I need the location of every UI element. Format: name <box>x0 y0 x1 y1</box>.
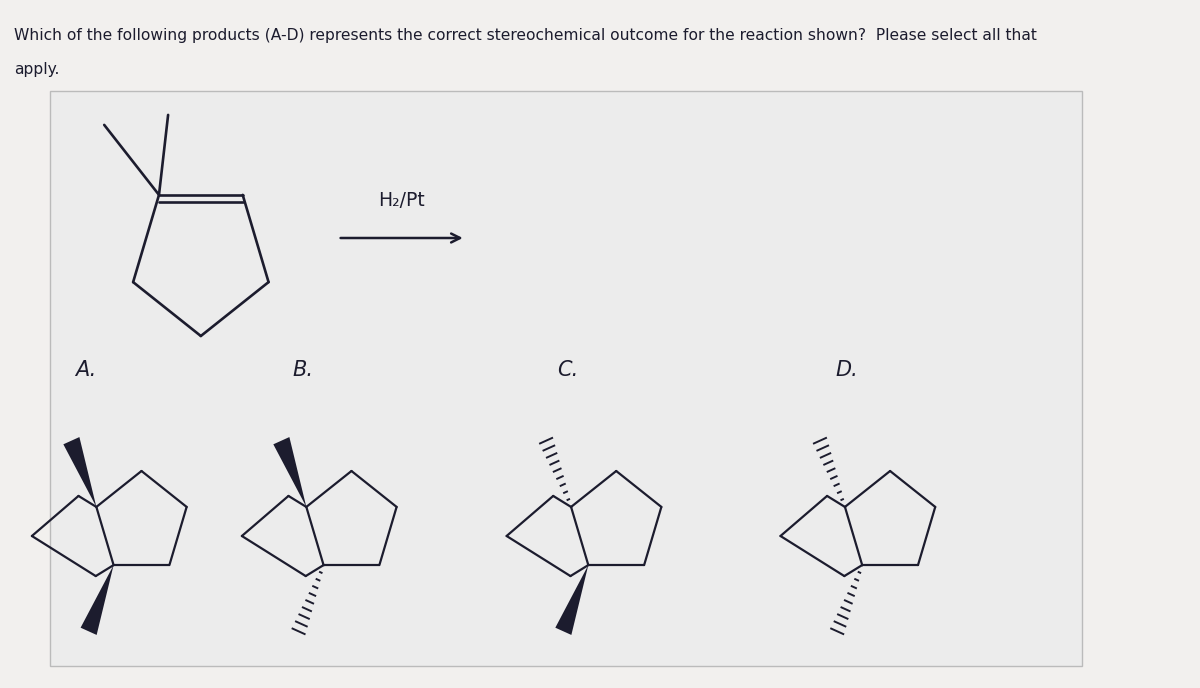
Text: H₂/Pt: H₂/Pt <box>378 191 425 210</box>
Text: D.: D. <box>835 360 858 380</box>
Text: A.: A. <box>74 360 96 380</box>
Text: apply.: apply. <box>13 62 59 77</box>
Text: B.: B. <box>292 360 313 380</box>
Polygon shape <box>64 437 96 507</box>
Polygon shape <box>556 565 588 635</box>
FancyBboxPatch shape <box>50 91 1082 666</box>
Text: Which of the following products (A-D) represents the correct stereochemical outc: Which of the following products (A-D) re… <box>13 28 1037 43</box>
Polygon shape <box>80 565 114 635</box>
Polygon shape <box>274 437 306 507</box>
Text: C.: C. <box>557 360 578 380</box>
